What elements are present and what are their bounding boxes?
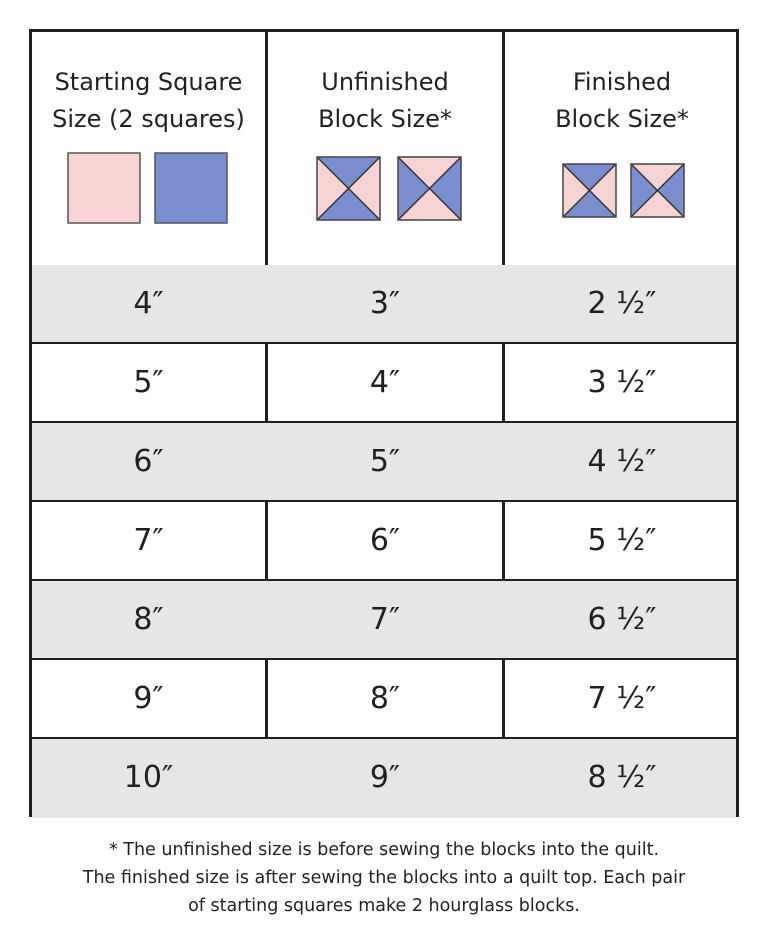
- pink-square-icon: [67, 152, 141, 224]
- header-finished: Finished Block Size*: [505, 32, 739, 265]
- footnote-line: of starting squares make 2 hourglass blo…: [188, 896, 580, 916]
- table-cell: 6 ½″: [587, 602, 657, 637]
- hourglass-block-icon: [562, 163, 617, 218]
- table-cell: 6″: [369, 523, 401, 558]
- table-cell: 7″: [133, 523, 164, 558]
- table-cell: 9″: [369, 760, 401, 795]
- footnote-line: The finished size is after sewing the bl…: [82, 868, 686, 888]
- table-cell: 8″: [369, 681, 401, 716]
- hourglass-block-icon: [630, 163, 685, 218]
- table-cell: 3″: [369, 286, 401, 321]
- blue-square-icon: [154, 152, 228, 224]
- header-label: Finished Block Size*: [555, 68, 689, 133]
- table-row: 10″ 9″ 8 ½″: [32, 739, 736, 818]
- size-chart-table: Starting Square Size (2 squares) Unfinis…: [29, 29, 739, 818]
- header-label: Starting Square Size (2 squares): [52, 68, 245, 133]
- table-row: 8″ 7″ 6 ½″: [32, 581, 736, 660]
- table-row: 6″ 5″ 4 ½″: [32, 423, 736, 502]
- hourglass-block-icon: [397, 156, 462, 221]
- table-cell: 5 ½″: [587, 523, 657, 558]
- table-cell: 5″: [133, 365, 164, 400]
- footnote: * The unfinished size is before sewing t…: [0, 836, 768, 920]
- table-cell: 8″: [133, 602, 164, 637]
- table-cell: 6″: [133, 444, 164, 479]
- table-row: 4″ 3″ 2 ½″: [32, 265, 736, 344]
- table-cell: 5″: [369, 444, 401, 479]
- table-cell: 2 ½″: [587, 286, 657, 321]
- table-row: 5″ 4″ 3 ½″: [32, 344, 736, 423]
- table-cell: 7 ½″: [587, 681, 657, 716]
- table-header: Starting Square Size (2 squares) Unfinis…: [32, 32, 736, 268]
- table-cell: 10″: [123, 760, 174, 795]
- table-cell: 4 ½″: [587, 444, 657, 479]
- footnote-line: * The unfinished size is before sewing t…: [108, 840, 660, 860]
- table-cell: 8 ½″: [587, 760, 657, 795]
- table-cell: 4″: [369, 365, 401, 400]
- table-cell: 7″: [369, 602, 401, 637]
- table-row: 9″ 8″ 7 ½″: [32, 660, 736, 739]
- header-label: Unfinished Block Size*: [318, 68, 452, 133]
- table-cell: 9″: [133, 681, 164, 716]
- header-unfinished: Unfinished Block Size*: [268, 32, 502, 265]
- table-row: 7″ 6″ 5 ½″: [32, 502, 736, 581]
- table-cell: 4″: [133, 286, 164, 321]
- table-cell: 3 ½″: [587, 365, 657, 400]
- hourglass-block-icon: [316, 156, 381, 221]
- header-starting-square: Starting Square Size (2 squares): [32, 32, 265, 265]
